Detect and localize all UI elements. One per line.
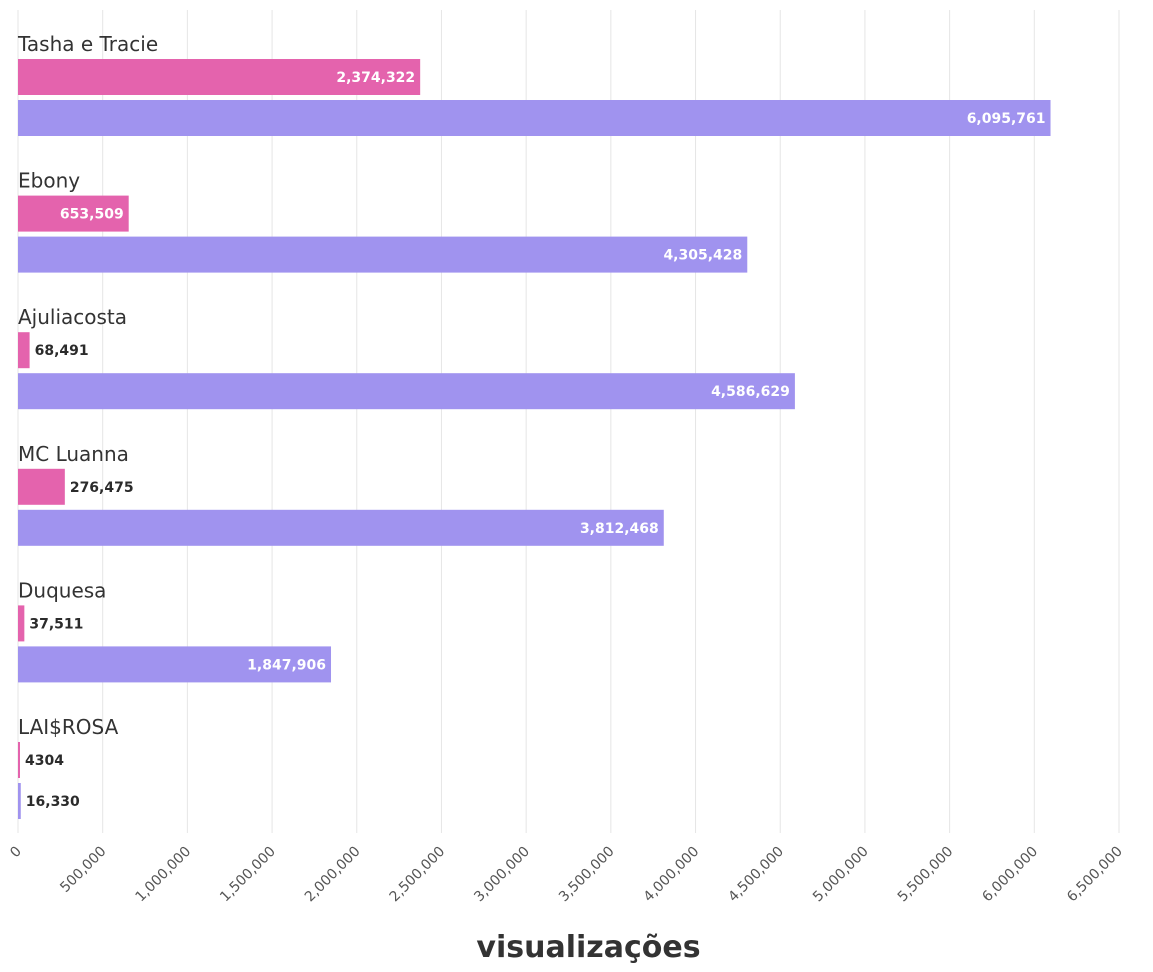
bar [18, 646, 332, 683]
bar [18, 100, 1051, 136]
bar [18, 742, 20, 778]
bar [18, 783, 21, 819]
x-tick-label: 1,500,000 [217, 844, 279, 906]
x-axis-ticks: 0 500,000 1,000,000 1,500,000 2,000,000 2,500… [7, 844, 1126, 906]
data-label: 6,095,761 [967, 111, 1046, 127]
bars: Tasha e Tracie 2,374,322 6,095,761 Ebony 653… [17, 32, 1051, 819]
x-tick-label: 3,000,000 [471, 844, 533, 906]
x-tick-label: 6,000,000 [979, 844, 1041, 906]
x-tick-label: 4,000,000 [641, 844, 703, 906]
bar [18, 509, 664, 546]
category-label: Ebony [18, 169, 80, 193]
bar [18, 605, 25, 642]
category-label: Ajuliacosta [18, 305, 127, 329]
data-label: 68,491 [35, 343, 89, 359]
x-tick-label: 4,500,000 [725, 844, 787, 906]
bar [18, 236, 748, 273]
bar [18, 373, 795, 410]
x-tick-label: 500,000 [57, 844, 109, 896]
data-label: 653,509 [60, 207, 124, 223]
data-label: 37,511 [29, 616, 83, 632]
x-tick-label: 2,500,000 [387, 844, 449, 906]
x-tick-label: 6,500,000 [1064, 844, 1126, 906]
data-label: 4,305,428 [663, 248, 742, 264]
x-tick-label: 5,000,000 [810, 844, 872, 906]
data-label: 3,812,468 [580, 521, 659, 537]
data-label: 16,330 [26, 794, 80, 810]
bar [18, 59, 421, 95]
category-label: MC Luanna [18, 442, 129, 466]
data-label: 4,586,629 [711, 384, 790, 400]
data-label: 4304 [25, 753, 64, 769]
x-tick-label: 2,000,000 [302, 844, 364, 906]
x-tick-label: 0 [7, 844, 25, 862]
bar [18, 195, 129, 232]
x-tick-label: 3,500,000 [556, 844, 618, 906]
category-label: Tasha e Tracie [17, 32, 158, 56]
data-label: 1,847,906 [247, 657, 326, 673]
grid-lines [17, 10, 1120, 833]
x-tick-label: 1,000,000 [133, 844, 195, 906]
category-label: Duquesa [18, 578, 106, 602]
x-axis-title: visualizações [476, 930, 700, 965]
x-tick-label: 5,500,000 [895, 844, 957, 906]
bar [18, 468, 65, 505]
bar [18, 332, 30, 369]
category-label: LAI$ROSA [18, 715, 119, 739]
data-label: 2,374,322 [336, 70, 415, 86]
data-label: 276,475 [70, 480, 134, 496]
